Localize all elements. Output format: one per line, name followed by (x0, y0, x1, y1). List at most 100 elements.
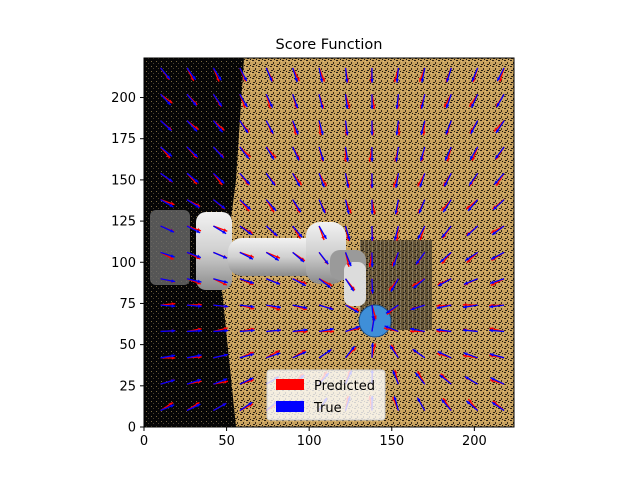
true-arrow (292, 328, 308, 333)
legend-label-predicted: Predicted (314, 379, 375, 394)
x-tick-label: 50 (218, 434, 235, 449)
true-arrow (489, 328, 505, 333)
true-arrow (186, 172, 199, 184)
true-arrow (318, 173, 325, 188)
y-tick-label: 50 (119, 338, 136, 353)
true-arrow (213, 304, 229, 308)
quiver-arrows (159, 67, 505, 412)
true-arrow (445, 94, 452, 109)
true-arrow (265, 93, 274, 108)
true-arrow (419, 146, 426, 162)
true-arrow (213, 378, 228, 385)
true-arrow (446, 67, 452, 83)
true-arrow (491, 401, 505, 412)
true-arrow (239, 377, 254, 385)
true-arrow (344, 67, 349, 83)
true-arrow (318, 67, 324, 83)
true-arrow (239, 304, 255, 309)
true-arrow (212, 172, 225, 184)
true-arrow (160, 199, 174, 208)
true-arrow (212, 93, 223, 107)
true-arrow (265, 278, 281, 285)
true-arrow (489, 353, 505, 359)
true-arrow (160, 304, 176, 308)
true-arrow (292, 199, 302, 213)
true-arrow (186, 199, 200, 209)
true-arrow (436, 304, 452, 310)
true-arrow (265, 120, 274, 134)
true-arrow (212, 67, 222, 81)
true-arrow (265, 146, 275, 160)
true-arrow (186, 67, 197, 81)
true-arrow (160, 404, 175, 412)
legend-label-true: True (313, 401, 342, 416)
dark-shadow-region (144, 58, 244, 427)
true-arrow (266, 352, 281, 359)
target-ball (358, 304, 392, 338)
true-arrow (239, 401, 253, 412)
true-arrow (186, 353, 202, 359)
y-tick-label: 200 (111, 91, 136, 106)
true-arrow (160, 120, 172, 132)
true-arrow (318, 120, 324, 136)
true-arrow (471, 67, 479, 82)
true-arrow (292, 120, 299, 135)
true-arrow (370, 342, 375, 358)
x-tick-label: 150 (379, 434, 404, 449)
true-arrow (344, 173, 350, 189)
true-arrow (265, 199, 277, 212)
true-arrow (239, 120, 249, 134)
true-arrow (393, 225, 400, 241)
true-arrow (345, 345, 356, 359)
robot-wrist (344, 262, 366, 306)
true-arrow (462, 328, 478, 333)
true-arrow (239, 146, 250, 160)
true-arrow (239, 278, 255, 284)
true-arrow (395, 120, 400, 136)
true-arrow (292, 251, 305, 263)
true-arrow (265, 67, 273, 82)
true-arrow (265, 172, 276, 186)
legend-swatch-true (276, 401, 304, 412)
true-arrow (415, 251, 426, 265)
true-arrow (344, 94, 349, 110)
true-arrow (239, 172, 251, 185)
true-arrow (160, 379, 175, 385)
true-arrow (464, 375, 478, 385)
true-arrow (418, 199, 426, 214)
true-arrow (344, 199, 350, 215)
y-axis: 0 25 50 75 100 125 150 175 200 (111, 91, 144, 436)
true-arrow (490, 377, 505, 385)
true-arrow (463, 278, 478, 285)
true-arrow (344, 252, 352, 267)
true-arrow (239, 251, 254, 260)
true-arrow (491, 225, 505, 236)
true-arrow (496, 93, 505, 108)
true-arrow (239, 353, 255, 359)
true-arrow (490, 251, 505, 260)
true-arrow (468, 172, 479, 186)
true-arrow (384, 325, 399, 333)
true-arrow (212, 146, 224, 159)
true-arrow (345, 325, 360, 333)
true-arrow (390, 278, 399, 292)
true-arrow (410, 327, 425, 333)
true-arrow (186, 251, 202, 259)
true-arrow (465, 400, 479, 412)
true-arrow (344, 120, 349, 136)
true-arrow (292, 146, 300, 161)
true-arrow (470, 120, 479, 135)
true-arrow (212, 199, 226, 210)
true-arrow (239, 199, 252, 211)
true-arrow (160, 93, 172, 106)
y-tick-label: 150 (111, 173, 136, 188)
true-arrow (318, 199, 326, 214)
true-arrow (160, 329, 176, 333)
true-arrow (186, 146, 199, 158)
true-arrow (213, 353, 229, 359)
true-arrow (437, 278, 452, 287)
true-arrow (344, 146, 350, 162)
true-arrow (213, 225, 227, 235)
true-arrow (392, 252, 399, 267)
